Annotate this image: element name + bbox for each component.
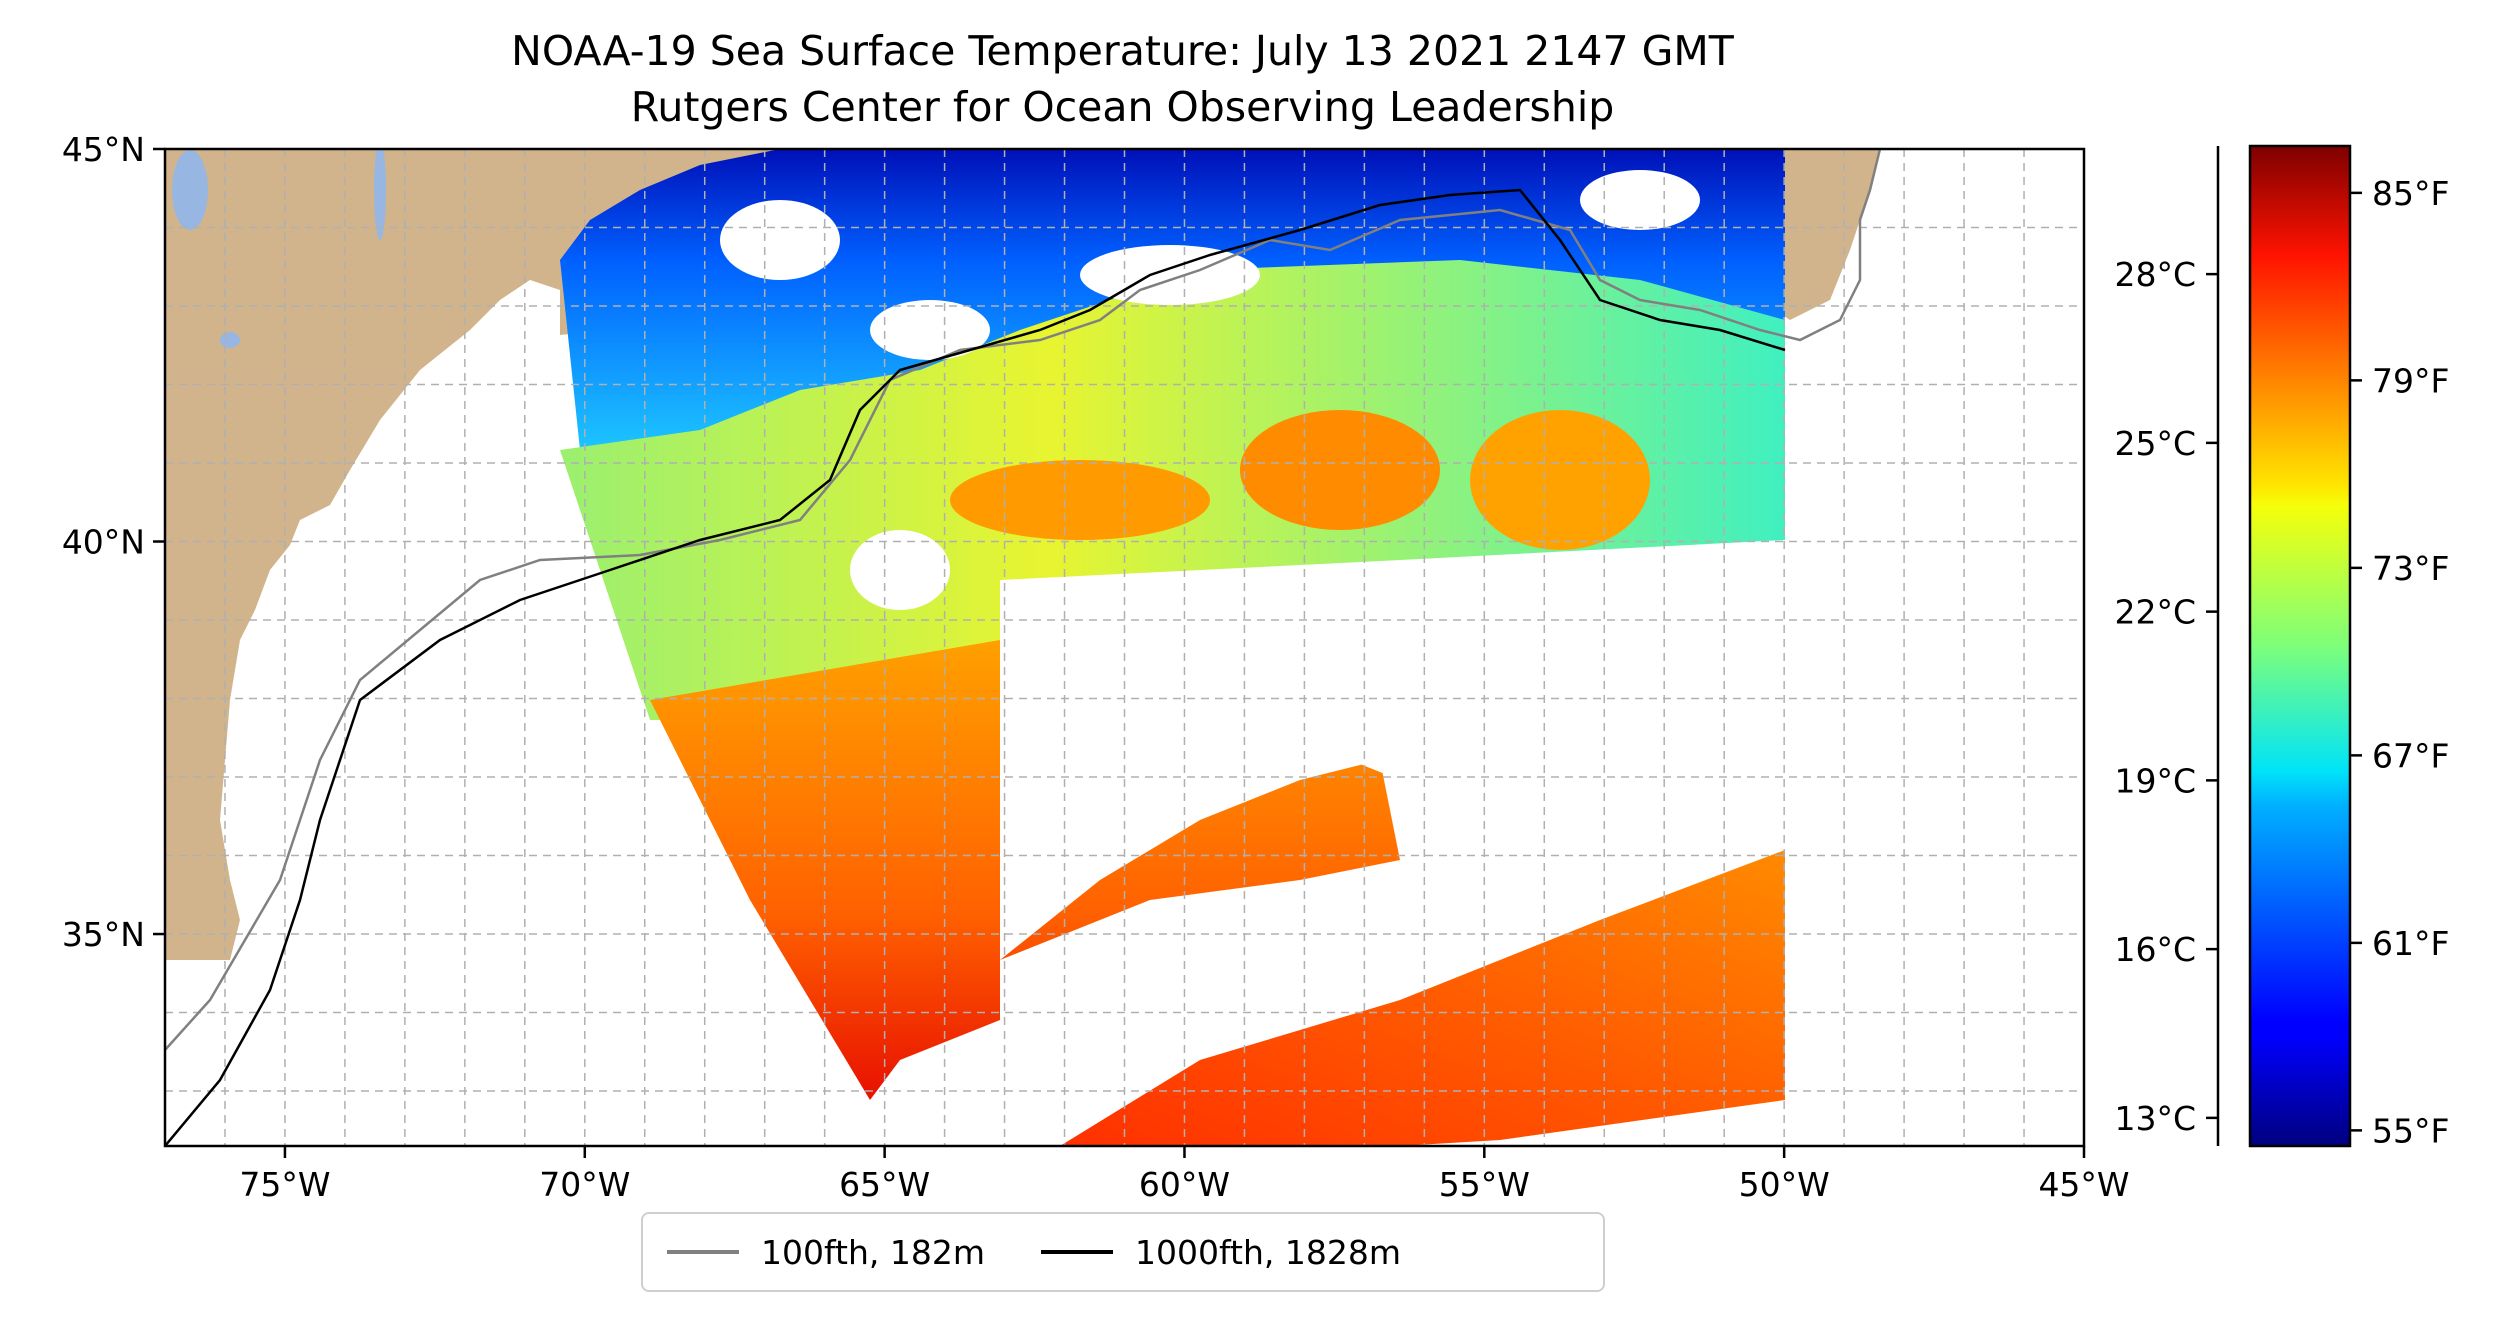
gridlines bbox=[165, 149, 2084, 1146]
colorbar-f-tick-label: 61°F bbox=[2372, 924, 2449, 963]
cloud-patch bbox=[870, 300, 990, 360]
cloud-patch bbox=[1580, 170, 1700, 230]
map-frame bbox=[163, 147, 2086, 1148]
colorbar bbox=[2248, 144, 2352, 1148]
lon-tick-label: 75°W bbox=[239, 1165, 330, 1204]
lakes bbox=[172, 149, 386, 348]
colorbar-f-tick-label: 55°F bbox=[2372, 1111, 2449, 1150]
isobath-100fth bbox=[165, 149, 1882, 1051]
colorbar-f-tick-label: 67°F bbox=[2372, 736, 2449, 775]
legend-item-100fth: 100fth, 182m bbox=[667, 1233, 985, 1272]
legend-label-100fth: 100fth, 182m bbox=[761, 1232, 985, 1272]
colorbar-c-tick-label: 25°C bbox=[2114, 424, 2196, 463]
cloud-patch bbox=[850, 530, 950, 610]
legend-swatch-100fth bbox=[667, 1250, 739, 1254]
lon-tick-label: 50°W bbox=[1739, 1165, 1830, 1204]
lon-tick-label: 70°W bbox=[539, 1165, 630, 1204]
lon-tick-label: 55°W bbox=[1439, 1165, 1530, 1204]
colorbar-c-tick-label: 19°C bbox=[2114, 761, 2196, 800]
legend-swatch-1000fth bbox=[1041, 1250, 1113, 1254]
colorbar-c-tick-label: 13°C bbox=[2114, 1099, 2196, 1138]
colorbar-f-tick-label: 73°F bbox=[2372, 549, 2449, 588]
colorbar-f-tick-label: 85°F bbox=[2372, 174, 2449, 213]
legend-item-1000fth: 1000fth, 1828m bbox=[1041, 1233, 1401, 1272]
isobath-legend: 100fth, 182m 1000fth, 1828m bbox=[641, 1212, 1605, 1292]
longitude-axis: 75°W 70°W 65°W 60°W 55°W 50°W 45°W bbox=[239, 1146, 2130, 1204]
map-title: NOAA-19 Sea Surface Temperature: July 13… bbox=[511, 27, 1734, 75]
lon-tick-label: 65°W bbox=[839, 1165, 930, 1204]
map-area bbox=[165, 149, 2084, 1146]
eddy bbox=[1470, 410, 1650, 550]
land-mass bbox=[165, 149, 880, 960]
lake bbox=[374, 149, 386, 240]
lat-tick-label: 35°N bbox=[62, 915, 145, 954]
latitude-axis: 45°N 40°N 35°N bbox=[62, 130, 165, 954]
cloud-patch bbox=[1080, 245, 1260, 305]
map-subtitle: Rutgers Center for Ocean Observing Leade… bbox=[630, 83, 1615, 131]
lat-tick-label: 40°N bbox=[62, 523, 145, 562]
lon-tick-label: 60°W bbox=[1139, 1165, 1230, 1204]
colorbar-fahrenheit-axis: 55°F 61°F 67°F 73°F 79°F 85°F bbox=[2350, 174, 2449, 1150]
legend-label-1000fth: 1000fth, 1828m bbox=[1135, 1232, 1401, 1272]
colorbar-c-tick-label: 28°C bbox=[2114, 255, 2196, 294]
colorbar-c-tick-label: 16°C bbox=[2114, 930, 2196, 969]
lon-tick-label: 45°W bbox=[2038, 1165, 2129, 1204]
cloud-patch bbox=[1000, 540, 1785, 960]
lake bbox=[172, 150, 208, 230]
lake bbox=[220, 332, 240, 348]
lat-tick-label: 45°N bbox=[62, 130, 145, 169]
cloud-patch bbox=[720, 200, 840, 280]
eddy bbox=[1240, 410, 1440, 530]
colorbar-f-tick-label: 79°F bbox=[2372, 361, 2449, 400]
isobath-1000fth bbox=[165, 188, 1786, 1146]
colorbar-celsius-axis: 13°C 16°C 19°C 22°C 25°C 28°C bbox=[2114, 146, 2220, 1146]
colorbar-c-tick-label: 22°C bbox=[2114, 593, 2196, 632]
eddy bbox=[950, 460, 1210, 540]
